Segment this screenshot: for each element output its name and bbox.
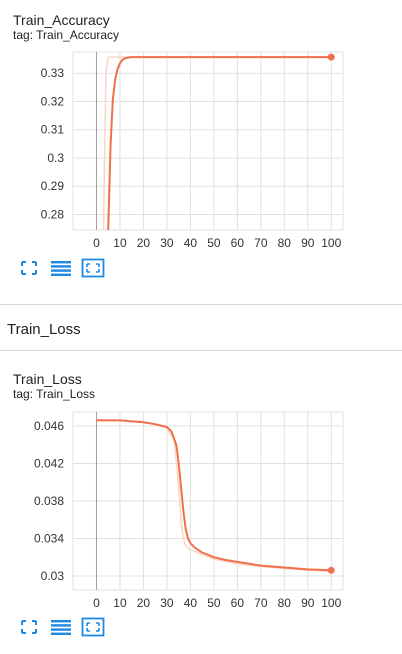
y-tick-label: 0.32: [41, 94, 65, 108]
x-tick-label: 40: [184, 236, 198, 250]
x-tick-label: 80: [278, 596, 292, 610]
chart-tag: tag: Train_Loss: [13, 387, 96, 401]
y-tick-label: 0.28: [41, 207, 65, 221]
fullscreen-button[interactable]: [17, 258, 41, 278]
fullscreen-button[interactable]: [17, 617, 41, 637]
y-tick-label: 0.042: [34, 457, 64, 471]
data-table-button[interactable]: [49, 258, 73, 278]
x-tick-label: 50: [207, 236, 221, 250]
x-tick-label: 90: [301, 236, 315, 250]
chart-plot-train-accuracy[interactable]: 0.28 0.29 0.3 0.31 0.32 0.33 0 10 20 30 40 50 60 70 80…: [0, 45, 402, 255]
x-tick-label: 0: [93, 596, 100, 610]
y-tick-label: 0.034: [34, 531, 64, 545]
y-tick-label: 0.3: [47, 151, 64, 165]
raw-series-line: [102, 56, 332, 230]
y-tick-label: 0.03: [41, 569, 65, 583]
y-tick-label: 0.29: [41, 179, 65, 193]
x-tick-label: 30: [160, 236, 174, 250]
chart-tag: tag: Train_Accuracy: [13, 28, 120, 42]
x-tick-label: 60: [231, 596, 245, 610]
x-tick-label: 0: [93, 236, 100, 250]
fit-domain-button[interactable]: [81, 258, 105, 278]
divider: [0, 350, 402, 351]
fit-domain-icon: [81, 258, 105, 278]
fit-domain-button[interactable]: [81, 617, 105, 637]
x-tick-label: 30: [160, 596, 174, 610]
x-tick-label: 70: [254, 596, 268, 610]
x-tick-label: 10: [113, 236, 127, 250]
x-tick-label: 60: [231, 236, 245, 250]
y-tick-label: 0.046: [34, 419, 64, 433]
chart-title: Train_Accuracy: [13, 12, 110, 28]
fullscreen-icon: [21, 620, 37, 634]
series-line: [107, 56, 332, 230]
x-tick-label: 90: [301, 596, 315, 610]
x-tick-label: 10: [113, 596, 127, 610]
x-tick-label: 80: [278, 236, 292, 250]
x-tick-label: 40: [184, 596, 198, 610]
data-table-icon: [51, 261, 71, 276]
x-tick-label: 20: [137, 596, 151, 610]
y-tick-label: 0.038: [34, 494, 64, 508]
x-tick-label: 20: [137, 236, 151, 250]
fit-domain-icon: [81, 617, 105, 637]
data-table-icon: [51, 620, 71, 635]
x-tick-label: 70: [254, 236, 268, 250]
series-line: [96, 419, 332, 572]
section-title: Train_Loss: [7, 321, 81, 338]
divider: [0, 304, 402, 305]
data-table-button[interactable]: [49, 617, 73, 637]
x-tick-label: 100: [321, 596, 341, 610]
chart-card-train-loss: Train_Loss tag: Train_Loss 0.03 0.034 0.03…: [0, 360, 402, 654]
fullscreen-icon: [21, 261, 37, 275]
last-point-marker: [327, 566, 335, 574]
chart-card-train-accuracy: Train_Accuracy tag: Train_Accuracy 0.28 0…: [0, 0, 402, 300]
y-tick-label: 0.31: [41, 123, 65, 137]
last-point-marker: [327, 53, 335, 61]
chart-plot-train-loss[interactable]: 0.03 0.034 0.038 0.042 0.046 0 10 20 30 40 50 60 70 8…: [0, 405, 402, 615]
x-tick-label: 50: [207, 596, 221, 610]
chart-title: Train_Loss: [13, 371, 82, 387]
y-tick-label: 0.33: [41, 66, 65, 80]
x-tick-label: 100: [321, 236, 341, 250]
